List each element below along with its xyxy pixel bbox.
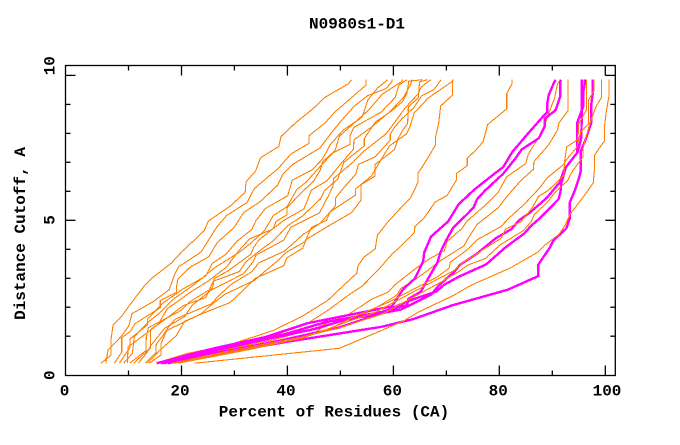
svg-text:100: 100 [593,383,622,401]
svg-text:N0980s1-D1: N0980s1-D1 [309,16,405,34]
svg-text:Percent of Residues (CA): Percent of Residues (CA) [219,403,449,421]
svg-text:80: 80 [489,383,508,401]
svg-text:40: 40 [276,383,295,401]
svg-text:5: 5 [42,215,60,225]
svg-text:0: 0 [42,370,60,380]
svg-text:20: 20 [170,383,189,401]
svg-text:Distance Cutoff, A: Distance Cutoff, A [12,147,30,320]
svg-text:60: 60 [383,383,402,401]
svg-text:10: 10 [42,56,60,75]
svg-text:0: 0 [60,383,70,401]
